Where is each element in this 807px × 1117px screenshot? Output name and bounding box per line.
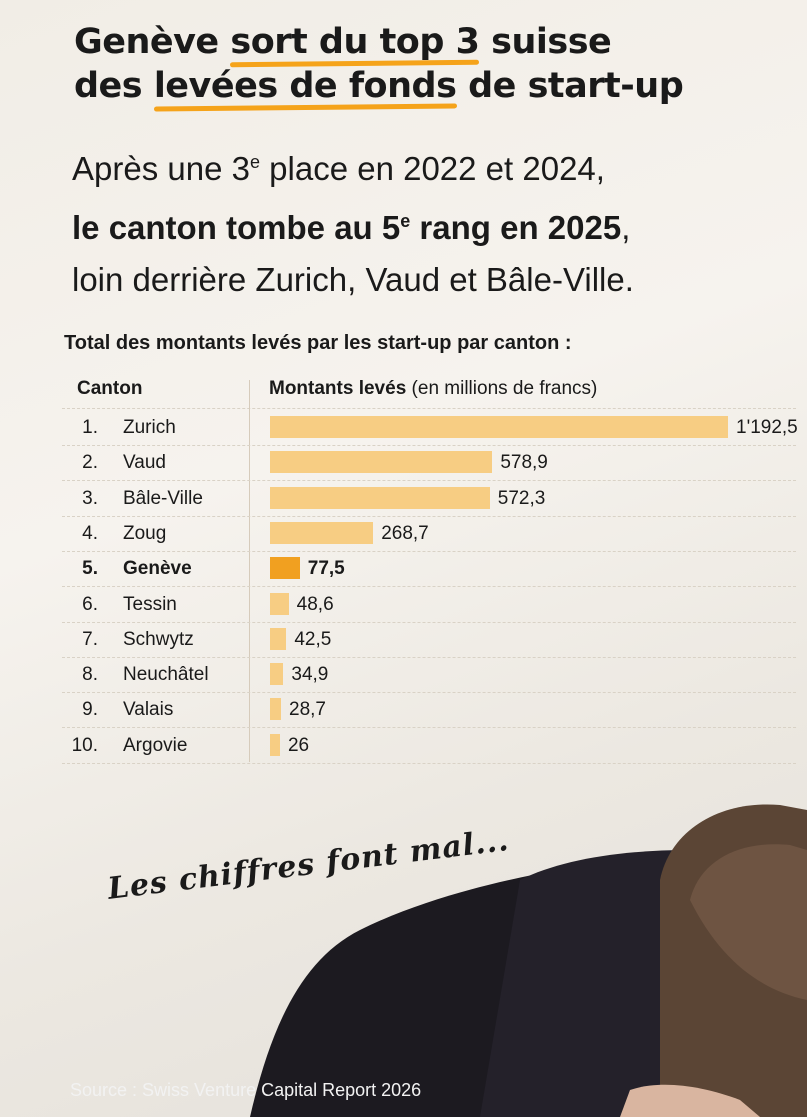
canton-label: Schwytz [123,628,194,650]
rank-label: 8. [82,664,98,686]
subtitle-bold: le canton tombe au 5 [72,209,401,246]
subtitle-text: place en 2022 et 2024, [259,150,605,187]
bar-Zurich [270,416,728,438]
column-header-unit: (en millions de francs) [406,378,598,399]
rank-label: 7. [82,628,98,650]
rank-label: 4. [82,522,98,544]
value-label: 268,7 [381,522,429,544]
bar-Genève [270,557,300,580]
subtitle: Après une 3e place en 2022 et 2024, le c… [72,136,634,306]
headline-text: de start-up [456,66,684,106]
rank-label: 10. [71,734,98,756]
rank-label: 5. [82,558,98,580]
bar-Bâle-Ville [270,486,490,509]
bar-Valais [270,698,282,721]
source-note: Source : Swiss Venture Capital Report 20… [70,1080,422,1100]
chart-title: Total des montants levés par les start-u… [64,332,572,354]
canton-label: Vaud [123,452,166,474]
rank-label: 9. [82,699,98,721]
canton-label: Valais [123,699,174,721]
headline-highlight: levées de fonds [153,66,457,106]
chart-row: 10. Argovie 26 [62,728,796,764]
headline-highlight: sort du top 3 [230,22,480,62]
canton-label: Bâle-Ville [123,487,203,509]
subtitle-text: loin derrière Zurich, Vaud et Bâle-Ville… [72,261,634,298]
canton-label: Argovie [123,734,188,756]
value-label: 77,5 [307,558,345,580]
column-header-amount: Montants levés (en millions de francs) [269,378,597,400]
value-label: 26 [287,734,310,756]
bar-Zoug [270,521,374,544]
canton-label: Genève [123,558,192,580]
chart-row: 5. Genève 77,5 [62,551,796,588]
subtitle-bold: rang en 2025 [410,209,622,246]
chart-row: 6. Tessin 48,6 [62,587,796,623]
value-label: 572,3 [497,487,546,509]
canton-label: Neuchâtel [123,664,209,686]
chart-row: 9. Valais 28,7 [62,692,796,729]
value-label: 578,9 [500,452,548,474]
chart-row: 8. Neuchâtel 34,9 [62,657,796,694]
bar-Neuchâtel [270,663,284,686]
chart-row: 4. Zoug 268,7 [62,516,796,552]
headline: Genève sort du top 3 suisse des levées d… [74,20,684,108]
bar-Argovie [270,733,280,756]
canton-label: Zoug [123,522,167,544]
subtitle-text: Après une 3 [72,150,250,187]
value-label: 1'192,5 [736,417,798,438]
value-label: 42,5 [294,628,332,650]
bar-Tessin [270,592,289,615]
headline-text: suisse [479,22,612,62]
chart-row: 3. Bâle-Ville 572,3 [62,481,796,517]
rank-label: 2. [82,452,98,474]
bar-Schwytz [270,627,287,650]
rank-label: 1. [82,417,98,438]
bar-Vaud [270,451,493,474]
column-header-amount-bold: Montants levés [269,378,407,399]
value-label: 48,6 [296,593,334,615]
chart-row: 7. Schwytz 42,5 [62,622,796,658]
rank-label: 6. [82,593,98,615]
subtitle-text: , [621,209,631,246]
canton-label: Tessin [123,593,177,615]
rank-label: 3. [82,487,98,509]
column-divider [249,380,250,762]
canton-label: Zurich [123,417,176,438]
chart-row: 1. Zurich 1'192,5 [62,410,798,446]
superscript: e [400,211,411,231]
chart-row: 2. Vaud 578,9 [62,445,796,482]
superscript: e [249,152,260,172]
value-label: 28,7 [289,699,326,721]
headline-text: Genève [74,22,231,62]
headline-text: des [74,66,154,106]
column-header-canton: Canton [77,378,143,399]
header-divider [62,408,796,409]
value-label: 34,9 [291,664,329,686]
